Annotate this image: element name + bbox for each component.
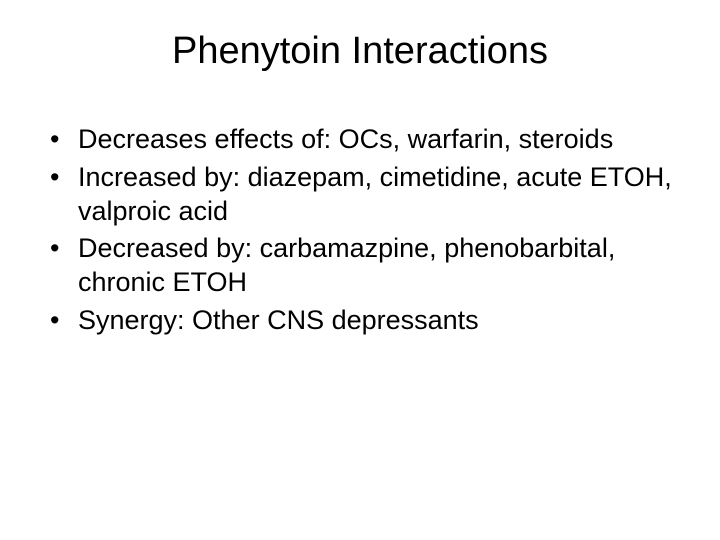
bullet-item: Decreased by: carbamazpine, phenobarbita… <box>50 232 690 300</box>
bullet-item: Increased by: diazepam, cimetidine, acut… <box>50 161 690 229</box>
bullet-item: Decreases effects of: OCs, warfarin, ste… <box>50 123 690 157</box>
bullet-list: Decreases effects of: OCs, warfarin, ste… <box>30 123 690 338</box>
slide-container: Phenytoin Interactions Decreases effects… <box>0 0 720 540</box>
bullet-item: Synergy: Other CNS depressants <box>50 304 690 338</box>
slide-title: Phenytoin Interactions <box>30 30 690 73</box>
